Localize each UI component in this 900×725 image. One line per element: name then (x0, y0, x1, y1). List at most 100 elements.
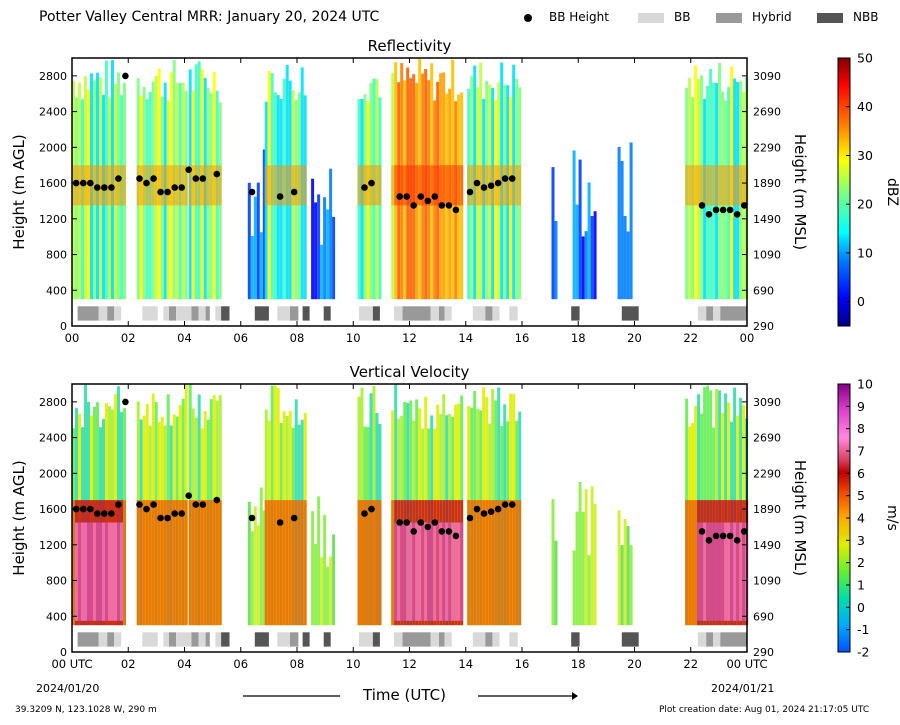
bb-height-point (192, 175, 200, 182)
bb-height-point (290, 188, 298, 196)
class-segment-hybrid (169, 306, 176, 321)
bb-height-point (213, 170, 221, 178)
location-info: 39.3209 N, 123.1028 W, 290 m (15, 705, 157, 715)
bb-height-point (290, 514, 298, 522)
y-tick-label: 2400 (39, 432, 67, 445)
y-right-tick-label: 3090 (753, 396, 781, 409)
y-tick-label: 800 (46, 575, 67, 588)
bb-height-point (480, 510, 488, 517)
class-segment-hybrid (402, 306, 431, 321)
legend-item-hybrid: Hybrid (716, 10, 792, 24)
bb-height-point (80, 505, 87, 513)
bb-height-point (480, 184, 488, 191)
class-segment-hybrid (205, 306, 210, 321)
colorbar-tick-label: 1 (857, 578, 865, 593)
bb-height-point (276, 519, 284, 526)
bb-height-point (445, 528, 453, 535)
class-segment-bb (277, 632, 290, 647)
class-segment-hybrid (77, 632, 99, 647)
class-segment-bb (215, 632, 221, 647)
bb-height-point (410, 202, 418, 209)
bb-height-point (705, 211, 713, 218)
x-tick-label: 14 (458, 331, 473, 345)
bb-height-points (72, 398, 748, 544)
y-right-tick-label: 1490 (753, 539, 781, 552)
class-segment-bb (98, 306, 108, 321)
class-segment-bb (697, 632, 707, 647)
bb-height-point (712, 532, 720, 540)
reflectivity-field (72, 59, 749, 300)
bb-height-point (501, 175, 509, 182)
bb-height-point (80, 179, 87, 187)
y-tick-label: 0 (60, 646, 67, 659)
bb-height-point (94, 184, 101, 191)
bb-height-point (501, 501, 509, 508)
class-segment-bb (142, 306, 158, 321)
bb-height-point (108, 510, 115, 517)
bb-height-point (248, 188, 256, 196)
class-segment-hybrid (706, 632, 714, 647)
bb-height-point (487, 182, 495, 189)
class-segment-bb (430, 632, 439, 647)
bb-height-point (171, 184, 178, 191)
class-segment-bb (472, 632, 486, 647)
class-segment-nbb (254, 632, 269, 647)
legend-label-hybrid: Hybrid (752, 10, 792, 24)
bb-height-point (368, 505, 375, 513)
bb-height-point (192, 501, 200, 508)
colorbar-label: dBZ (884, 178, 900, 206)
class-segment-hybrid (169, 632, 176, 647)
y-right-tick-label: 1890 (753, 177, 781, 190)
bb-height-point (87, 505, 94, 513)
class-segment-bb (358, 632, 373, 647)
class-segment-bb (358, 306, 373, 321)
bb-height-point (248, 514, 256, 522)
colorbar-tick-label: 30 (857, 148, 873, 163)
class-segment-nbb (621, 306, 639, 321)
bb-height-point (417, 193, 425, 200)
y-tick-label: 0 (60, 320, 67, 333)
classification-band (77, 306, 747, 321)
bb-height-point (712, 206, 720, 214)
bb-height-point (87, 179, 94, 187)
class-segment-bb (509, 632, 518, 647)
y-tick-label: 400 (46, 610, 67, 623)
bb-height-point (368, 179, 375, 187)
y-tick-label: 2400 (39, 106, 67, 119)
class-segment-hybrid (290, 632, 299, 647)
vertical-velocity-panel: Vertical Velocity 0 400 800 1200 1600 2000 2400… (10, 363, 809, 671)
x-axis-label: Time (UTC) (363, 686, 446, 704)
bb-height-point (438, 202, 446, 209)
nbb-patch (817, 12, 843, 23)
class-segment-hybrid (485, 306, 493, 321)
colorbar-tick-label: 0 (857, 294, 865, 309)
class-segment-bb (492, 632, 500, 647)
bb-height-point (494, 179, 502, 187)
class-segment-nbb (621, 632, 639, 647)
reflectivity-panel: Reflectivity0400800120016002000240028002… (10, 37, 809, 345)
bb-height-point (178, 184, 185, 191)
classification-band (77, 632, 747, 647)
class-segment-bb (114, 632, 122, 647)
y-tick-label: 1600 (39, 503, 67, 516)
bb-height-point (276, 193, 284, 200)
x-tick-label: 04 (177, 657, 192, 671)
bb-height-point (396, 193, 404, 200)
y-right-tick-label: 690 (753, 284, 774, 297)
y-axis-label-right: Height (m MSL) (791, 460, 809, 576)
y-tick-label: 1200 (39, 539, 67, 552)
class-segment-hybrid (191, 632, 199, 647)
bb-height-point (487, 508, 495, 515)
y-right-tick-label: 690 (753, 610, 774, 623)
bb-height-point (361, 184, 368, 191)
class-segment-bb (142, 632, 158, 647)
y-right-tick-label: 1490 (753, 213, 781, 226)
y-tick-label: 1200 (39, 213, 67, 226)
x-tick-label: 18 (571, 331, 586, 345)
colorbar-tick-label: 40 (857, 99, 873, 114)
dbz-colorbar: 0 10 20 30 40 50 dBZ (837, 51, 900, 327)
bb-height-point (199, 175, 207, 182)
bb-height-point (108, 184, 115, 191)
bb-patch (638, 12, 664, 23)
bb-height-point (396, 519, 404, 526)
